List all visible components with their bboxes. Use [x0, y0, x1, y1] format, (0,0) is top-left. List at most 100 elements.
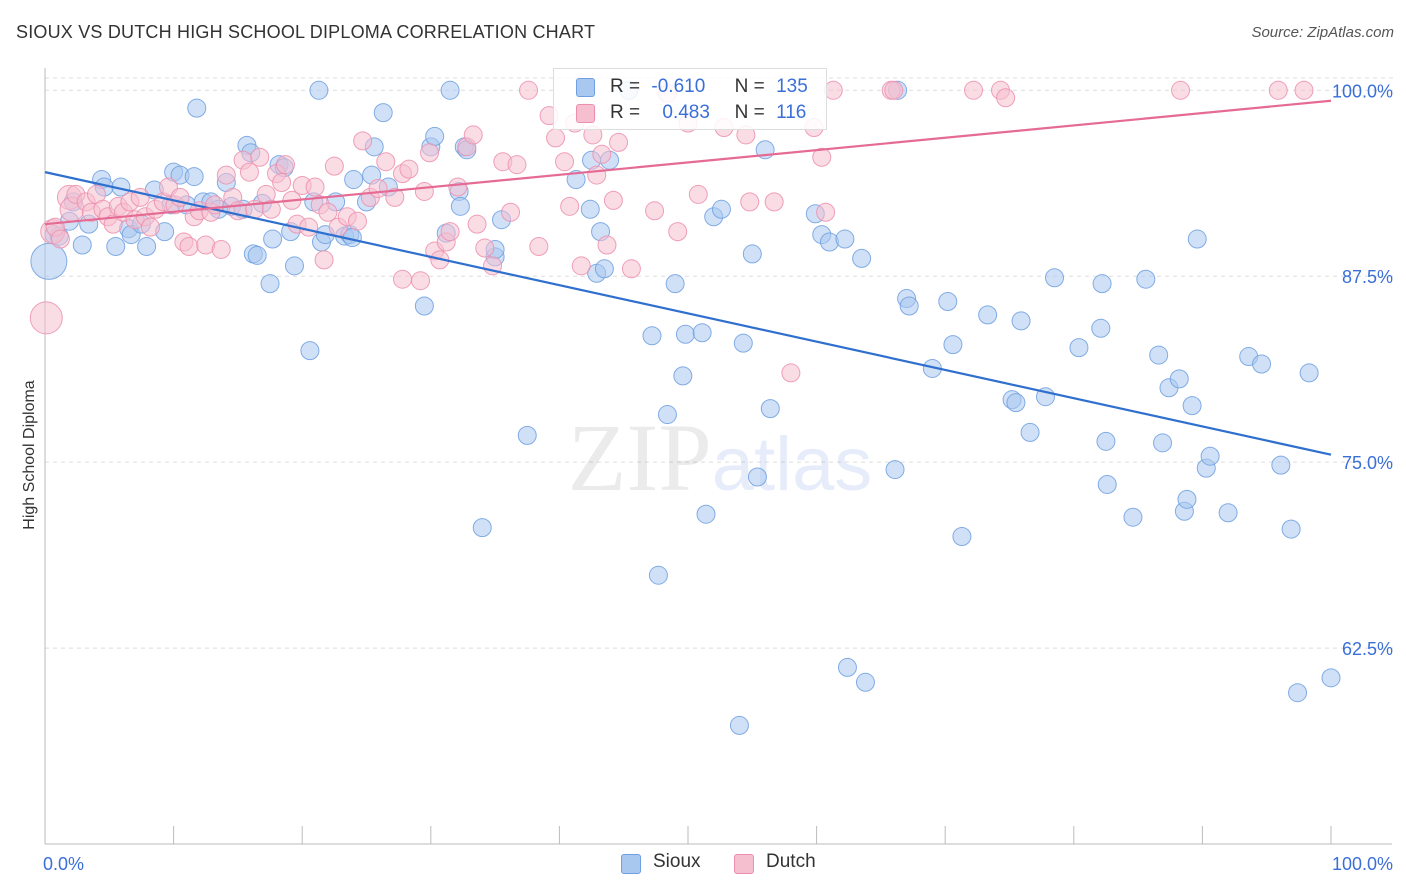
- stats-legend: R = -0.610 N = 135 R = 0.483 N = 116: [553, 68, 827, 130]
- dutch-point: [823, 80, 843, 100]
- sioux-point: [72, 235, 92, 255]
- trend-lines: [44, 99, 1332, 456]
- dutch-point: [781, 363, 801, 383]
- sioux-point: [1252, 354, 1272, 374]
- dutch-point: [368, 178, 388, 198]
- sioux-point: [952, 527, 972, 547]
- sioux-point: [665, 274, 685, 294]
- dutch-point: [299, 217, 319, 237]
- dutch-point: [314, 250, 334, 270]
- sioux-point: [1218, 503, 1238, 523]
- sioux-point: [1006, 393, 1026, 413]
- sioux-point: [1136, 269, 1156, 289]
- sioux-point: [835, 229, 855, 249]
- sioux-legend-swatch: [621, 854, 641, 874]
- dutch-point: [275, 155, 295, 175]
- dutch-point: [399, 159, 419, 179]
- sioux-point: [1182, 396, 1202, 416]
- sioux-point: [1299, 363, 1319, 383]
- y-tick-label: 100.0%: [1332, 81, 1393, 101]
- dutch-point: [239, 162, 259, 182]
- dutch-point: [411, 271, 431, 291]
- sioux-point: [580, 199, 600, 219]
- sioux-point: [1153, 433, 1173, 453]
- sioux-point: [137, 236, 157, 256]
- dutch-point: [211, 239, 231, 259]
- dutch-point: [597, 235, 617, 255]
- sioux-point: [978, 305, 998, 325]
- dutch-point: [996, 88, 1016, 108]
- dutch-point: [668, 222, 688, 242]
- dutch-legend-label: Dutch: [766, 851, 816, 872]
- sioux-point: [673, 366, 693, 386]
- source-label: Source: ZipAtlas.com: [1251, 24, 1394, 41]
- dutch-point: [305, 177, 325, 197]
- dutch-point: [393, 269, 413, 289]
- sioux-point: [1123, 507, 1143, 527]
- dutch-point: [140, 217, 160, 237]
- sioux-point: [30, 242, 68, 280]
- sioux-point: [837, 657, 857, 677]
- dutch-point: [555, 152, 575, 172]
- dutch-point: [507, 155, 527, 175]
- dutch-point: [560, 196, 580, 216]
- dutch-n-label: N =: [734, 102, 765, 123]
- sioux-point: [1045, 268, 1065, 288]
- x-tick-label-max: 100.0%: [1332, 854, 1393, 874]
- dutch-point: [688, 184, 708, 204]
- sioux-point: [852, 248, 872, 268]
- dutch-r-value: 0.483: [662, 102, 710, 123]
- sioux-point: [899, 296, 919, 316]
- dutch-point: [414, 181, 434, 201]
- dutch-point: [347, 211, 367, 231]
- dutch-point: [621, 259, 641, 279]
- sioux-point: [1321, 668, 1341, 688]
- sioux-point: [696, 504, 716, 524]
- sioux-point: [472, 518, 492, 538]
- sioux-point: [760, 399, 780, 419]
- dutch-point: [1294, 80, 1314, 100]
- sioux-point: [184, 167, 204, 187]
- sioux-trend-line: [44, 171, 1332, 456]
- sioux-point: [300, 341, 320, 361]
- dutch-point: [963, 80, 983, 100]
- dutch-point: [440, 222, 460, 242]
- dutch-point: [463, 125, 483, 145]
- sioux-point: [309, 80, 329, 100]
- dutch-point: [261, 199, 281, 219]
- watermark-atlas: atlas: [712, 422, 873, 507]
- sioux-n-label: N =: [734, 76, 765, 97]
- data-points: [29, 80, 1341, 735]
- dutch-point: [603, 190, 623, 210]
- sioux-point: [284, 256, 304, 276]
- sioux-point: [414, 296, 434, 316]
- sioux-point: [1097, 474, 1117, 494]
- sioux-point: [260, 274, 280, 294]
- dutch-swatch: [576, 104, 595, 123]
- sioux-point: [106, 236, 126, 256]
- dutch-point: [420, 143, 440, 163]
- x-tick-label-min: 0.0%: [43, 854, 84, 874]
- dutch-point: [50, 229, 70, 249]
- y-tick-label: 62.5%: [1342, 639, 1393, 659]
- sioux-point: [187, 98, 207, 118]
- dutch-n-value: 116: [776, 102, 807, 123]
- dutch-point: [592, 144, 612, 164]
- dutch-point: [816, 202, 836, 222]
- dutch-point: [740, 192, 760, 212]
- sioux-point: [1169, 369, 1189, 389]
- dutch-point: [571, 256, 591, 276]
- sioux-point: [1069, 338, 1089, 358]
- dutch-r-label: R =: [610, 102, 641, 123]
- sioux-point: [450, 196, 470, 216]
- dutch-trend-line: [44, 99, 1332, 226]
- dutch-point: [324, 156, 344, 176]
- dutch-point: [546, 128, 566, 148]
- dutch-point: [1268, 80, 1288, 100]
- dutch-point: [250, 147, 270, 167]
- dutch-legend-swatch: [734, 854, 754, 874]
- dutch-point: [272, 173, 292, 193]
- watermark: ZIPatlas: [568, 404, 873, 511]
- sioux-point: [657, 405, 677, 425]
- dutch-point: [501, 202, 521, 222]
